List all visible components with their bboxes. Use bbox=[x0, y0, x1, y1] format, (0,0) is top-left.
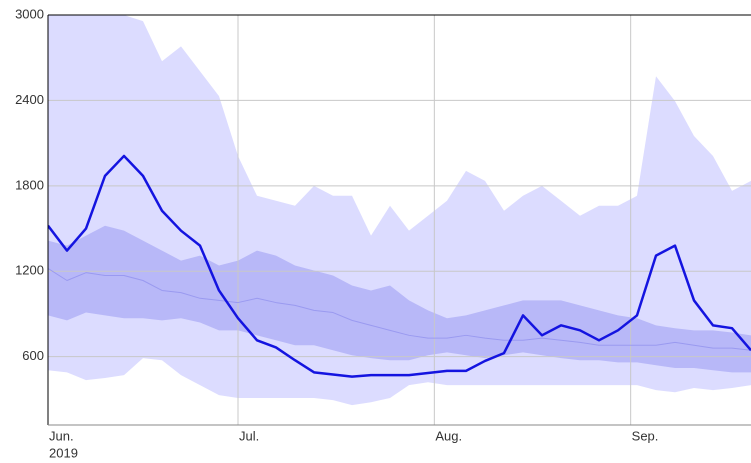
y-tick-label: 600 bbox=[22, 348, 44, 363]
x-tick-label: Sep. bbox=[632, 428, 659, 443]
x-tick-label: Jul. bbox=[239, 428, 259, 443]
x-tick-label: Jun. bbox=[49, 428, 74, 443]
data-line bbox=[48, 154, 751, 378]
plot-area bbox=[48, 15, 751, 425]
y-tick-label: 1800 bbox=[15, 177, 44, 192]
y-tick-label: 2400 bbox=[15, 92, 44, 107]
axes: 600 1200 1800 2400 3000 Jun. Jul. Aug. Sep. 2019 bbox=[15, 6, 751, 460]
band-area bbox=[48, 225, 751, 373]
y-tick-label: 1200 bbox=[15, 263, 44, 278]
x-year-label: 2019 bbox=[49, 445, 78, 460]
data-line bbox=[48, 267, 751, 351]
y-tick-label: 3000 bbox=[15, 6, 44, 21]
x-tick-label: Aug. bbox=[435, 428, 462, 443]
